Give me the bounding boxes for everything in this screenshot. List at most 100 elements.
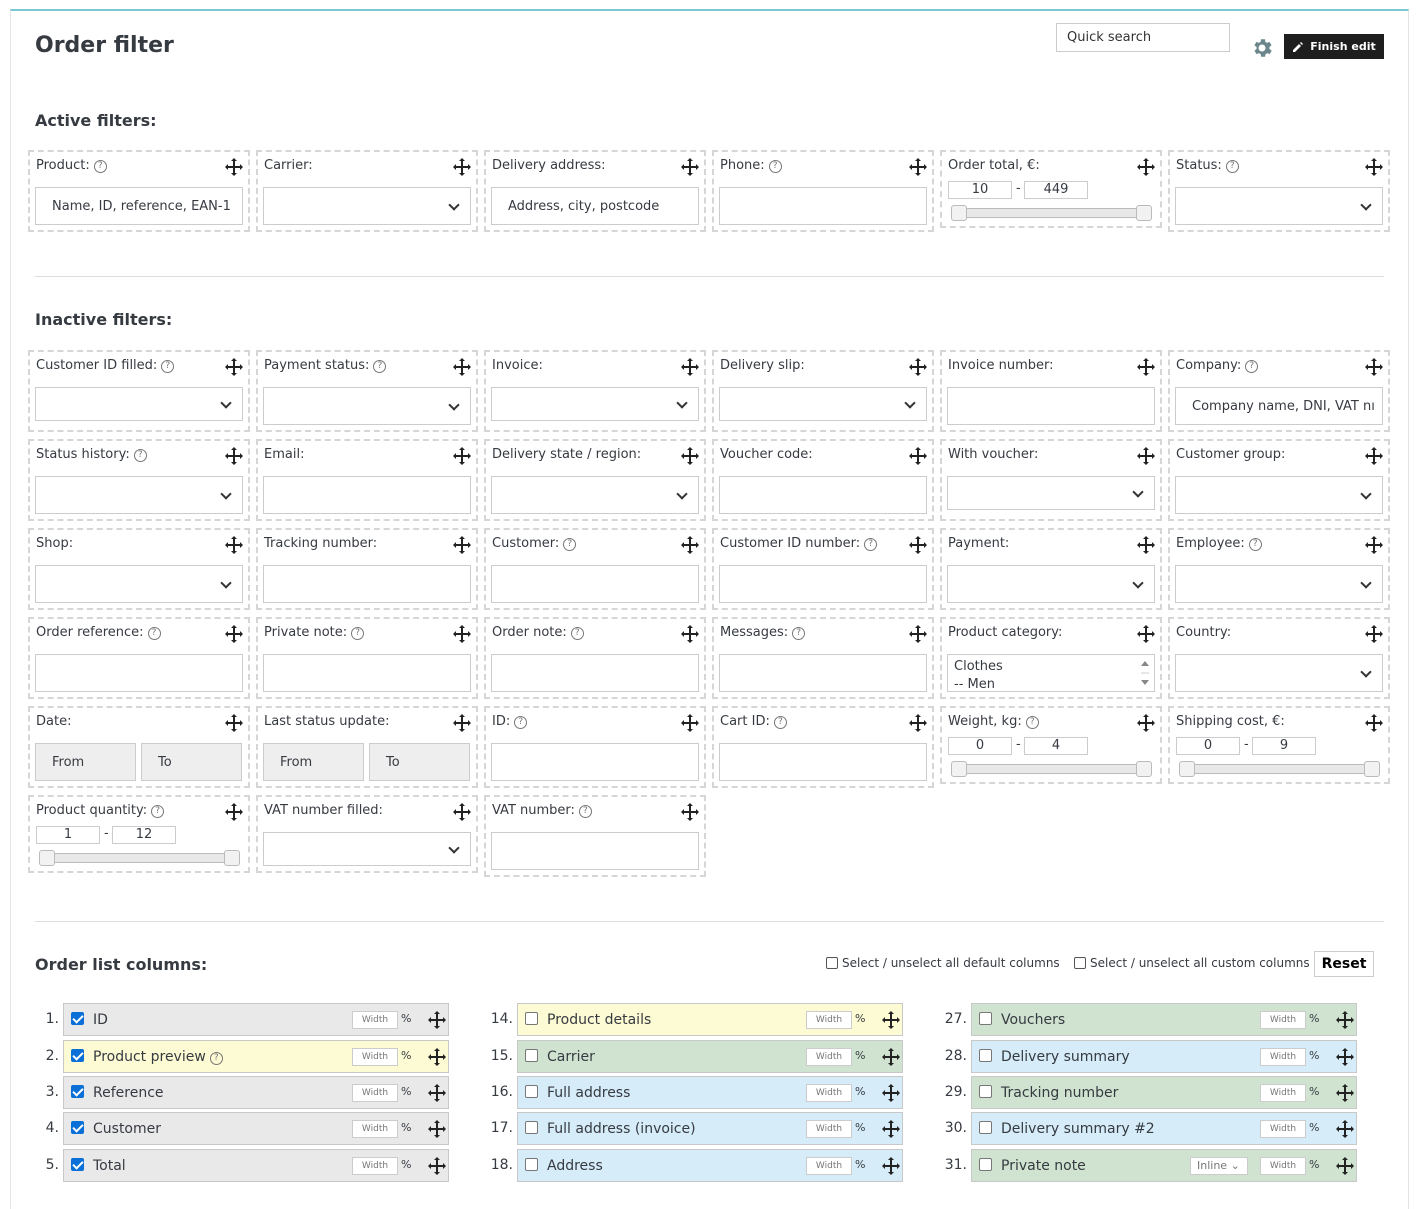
move-icon[interactable] bbox=[224, 535, 244, 555]
slider-handle-max[interactable] bbox=[1136, 205, 1152, 221]
last-status-from-input[interactable]: From bbox=[263, 743, 364, 781]
quantity-min-input[interactable]: 1 bbox=[36, 826, 100, 844]
product-input[interactable]: Name, ID, reference, EAN-1 bbox=[35, 187, 243, 225]
move-icon[interactable] bbox=[1136, 624, 1156, 644]
with-voucher-select[interactable] bbox=[947, 476, 1155, 510]
move-icon[interactable] bbox=[1136, 357, 1156, 377]
column-width-input[interactable]: Width bbox=[806, 1084, 852, 1102]
id-input[interactable] bbox=[491, 743, 699, 781]
carrier-select[interactable] bbox=[263, 187, 471, 225]
column-checkbox[interactable] bbox=[525, 1085, 538, 1098]
move-icon[interactable] bbox=[452, 802, 472, 822]
move-icon[interactable] bbox=[882, 1011, 900, 1029]
move-icon[interactable] bbox=[1136, 713, 1156, 733]
move-icon[interactable] bbox=[428, 1120, 446, 1138]
column-width-input[interactable]: Width bbox=[352, 1048, 398, 1066]
delivery-address-input[interactable]: Address, city, postcode bbox=[491, 187, 699, 225]
payment-status-select[interactable] bbox=[263, 387, 471, 425]
move-icon[interactable] bbox=[1364, 535, 1384, 555]
help-icon[interactable]: ? bbox=[209, 1052, 223, 1065]
slider-handle-min[interactable] bbox=[39, 850, 55, 866]
slider-handle-min[interactable] bbox=[1179, 761, 1195, 777]
order-total-max-input[interactable]: 449 bbox=[1024, 181, 1088, 199]
help-icon[interactable]: ? bbox=[563, 538, 577, 551]
help-icon[interactable]: ? bbox=[1225, 160, 1239, 173]
column-checkbox[interactable] bbox=[71, 1158, 84, 1171]
column-checkbox[interactable] bbox=[525, 1049, 538, 1062]
move-icon[interactable] bbox=[452, 624, 472, 644]
customer-group-select[interactable] bbox=[1175, 476, 1383, 514]
move-icon[interactable] bbox=[1364, 713, 1384, 733]
checkbox[interactable] bbox=[826, 957, 838, 969]
move-icon[interactable] bbox=[882, 1120, 900, 1138]
move-icon[interactable] bbox=[1364, 624, 1384, 644]
shipping-cost-slider[interactable] bbox=[1179, 761, 1380, 777]
quantity-max-input[interactable]: 12 bbox=[112, 826, 176, 844]
order-note-input[interactable] bbox=[491, 654, 699, 692]
move-icon[interactable] bbox=[1336, 1157, 1354, 1175]
slider-handle-max[interactable] bbox=[224, 850, 240, 866]
quick-search-input[interactable] bbox=[1056, 23, 1230, 52]
column-width-input[interactable]: Width bbox=[806, 1120, 852, 1138]
help-icon[interactable]: ? bbox=[151, 805, 165, 818]
move-icon[interactable] bbox=[428, 1048, 446, 1066]
help-icon[interactable]: ? bbox=[1248, 538, 1262, 551]
move-icon[interactable] bbox=[1364, 157, 1384, 177]
column-checkbox[interactable] bbox=[71, 1012, 84, 1025]
invoice-number-input[interactable] bbox=[947, 387, 1155, 425]
column-checkbox[interactable] bbox=[979, 1158, 992, 1171]
invoice-select[interactable] bbox=[491, 387, 699, 421]
column-width-input[interactable]: Width bbox=[806, 1157, 852, 1175]
customer-id-number-input[interactable] bbox=[719, 565, 927, 603]
column-item[interactable]: Full address (invoice) Width% bbox=[517, 1112, 903, 1145]
column-item[interactable]: Customer Width% bbox=[63, 1112, 449, 1145]
shipping-cost-min-input[interactable]: 0 bbox=[1176, 737, 1240, 755]
move-icon[interactable] bbox=[680, 624, 700, 644]
employee-select[interactable] bbox=[1175, 565, 1383, 603]
help-icon[interactable]: ? bbox=[792, 627, 806, 640]
move-icon[interactable] bbox=[680, 446, 700, 466]
column-checkbox[interactable] bbox=[71, 1049, 84, 1062]
weight-max-input[interactable]: 4 bbox=[1024, 737, 1088, 755]
column-checkbox[interactable] bbox=[525, 1121, 538, 1134]
move-icon[interactable] bbox=[1136, 535, 1156, 555]
column-checkbox[interactable] bbox=[525, 1158, 538, 1171]
help-icon[interactable]: ? bbox=[768, 160, 782, 173]
column-checkbox[interactable] bbox=[525, 1012, 538, 1025]
category-option[interactable]: -- Men bbox=[954, 677, 995, 692]
status-history-select[interactable] bbox=[35, 476, 243, 514]
date-to-input[interactable]: To bbox=[141, 743, 242, 781]
move-icon[interactable] bbox=[1364, 357, 1384, 377]
scroll-arrows-icon[interactable] bbox=[1140, 659, 1150, 687]
column-item[interactable]: Product preview? Width% bbox=[63, 1040, 449, 1073]
slider-handle-max[interactable] bbox=[1136, 761, 1152, 777]
move-icon[interactable] bbox=[680, 357, 700, 377]
move-icon[interactable] bbox=[428, 1011, 446, 1029]
column-width-input[interactable]: Width bbox=[1260, 1084, 1306, 1102]
move-icon[interactable] bbox=[908, 446, 928, 466]
move-icon[interactable] bbox=[452, 535, 472, 555]
slider-handle-min[interactable] bbox=[951, 205, 967, 221]
move-icon[interactable] bbox=[452, 713, 472, 733]
move-icon[interactable] bbox=[908, 713, 928, 733]
voucher-code-input[interactable] bbox=[719, 476, 927, 514]
help-icon[interactable]: ? bbox=[147, 627, 161, 640]
select-default-columns[interactable]: Select / unselect all default columns bbox=[826, 956, 1060, 970]
move-icon[interactable] bbox=[428, 1157, 446, 1175]
move-icon[interactable] bbox=[428, 1084, 446, 1102]
column-width-input[interactable]: Width bbox=[1260, 1157, 1306, 1175]
column-width-input[interactable]: Width bbox=[352, 1084, 398, 1102]
help-icon[interactable]: ? bbox=[864, 538, 878, 551]
country-select[interactable] bbox=[1175, 654, 1383, 692]
move-icon[interactable] bbox=[882, 1084, 900, 1102]
column-item[interactable]: Vouchers Width% bbox=[971, 1003, 1357, 1036]
delivery-slip-select[interactable] bbox=[719, 387, 927, 421]
customer-id-filled-select[interactable] bbox=[35, 387, 243, 421]
column-checkbox[interactable] bbox=[979, 1012, 992, 1025]
column-item[interactable]: Delivery summary #2 Width% bbox=[971, 1112, 1357, 1145]
date-from-input[interactable]: From bbox=[35, 743, 136, 781]
payment-select[interactable] bbox=[947, 565, 1155, 603]
move-icon[interactable] bbox=[680, 157, 700, 177]
column-item[interactable]: Product details Width% bbox=[517, 1003, 903, 1036]
weight-slider[interactable] bbox=[951, 761, 1152, 777]
